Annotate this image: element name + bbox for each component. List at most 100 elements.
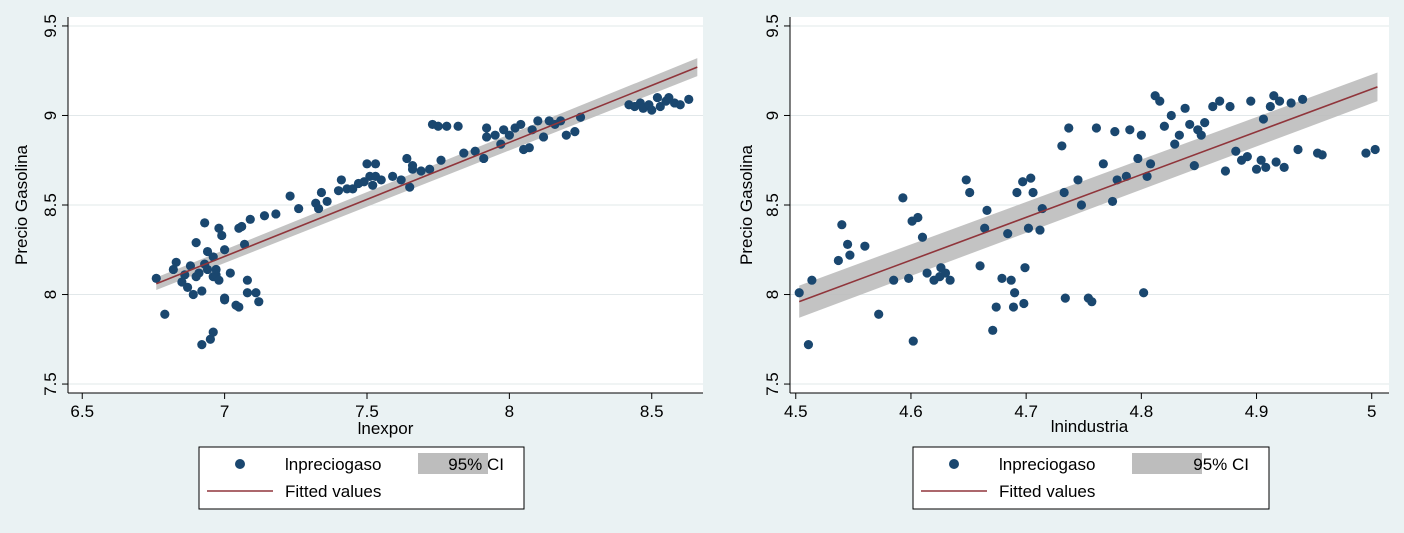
data-point [533,116,543,126]
data-point [208,327,218,337]
data-point [524,143,534,153]
x-tick-label: 4.8 [1130,402,1154,421]
data-point [1006,275,1016,285]
data-point [322,196,332,207]
data-point [1265,101,1275,112]
data-point [1019,298,1029,309]
data-point [202,264,213,275]
data-point [991,302,1001,312]
data-point [220,295,230,305]
chart-panel-2: 7.5 8 8.5 9 9.5 4.5 4.6 4.7 4.8 4.9 5 lnindustria Pr… [737,14,1389,510]
y-tick-label: 9 [41,111,60,120]
data-point [904,273,914,284]
x-tick-label: 4.6 [899,402,923,421]
x-tick-label: 6.5 [70,402,94,421]
y-tick-label: 9.5 [41,14,60,38]
data-point [1170,139,1180,149]
data-point [285,191,295,201]
data-point [842,239,853,249]
data-point [214,223,224,233]
legend-label-fit: Fitted values [999,482,1095,501]
data-point [1196,130,1206,140]
legend-label-points: lnpreciogaso [999,455,1095,474]
data-point [336,175,346,185]
data-point [1145,159,1156,169]
data-point [1166,110,1176,121]
data-point [1361,148,1371,158]
data-point [259,211,270,221]
data-point [570,126,580,137]
data-point [913,212,923,223]
y-tick-label: 7.5 [763,372,782,396]
data-point [211,264,221,275]
data-point [965,187,975,198]
data-point [860,241,870,251]
data-point [416,166,426,176]
data-point [1060,293,1070,303]
data-point [504,130,514,140]
data-point [220,245,230,255]
data-point [845,250,855,260]
y-tick-label: 8 [41,290,60,299]
y-axis-title: Precio Gasolina [737,144,756,265]
data-point [1242,152,1252,162]
data-point [1018,177,1028,187]
data-point [889,275,899,285]
data-point [516,119,526,130]
data-point [425,164,435,174]
legend-ci-swatch [418,453,488,474]
y-axis-title: Precio Gasolina [12,144,31,265]
data-point [433,121,443,131]
y-tick-label: 8 [763,290,782,299]
legend-ci-swatch [1132,453,1202,474]
data-point [151,273,161,284]
data-point [1136,130,1146,140]
y-tick-label: 7.5 [41,372,60,396]
x-axis-title: lnindustria [1051,417,1129,436]
data-point [333,186,344,196]
x-tick-label: 4.9 [1245,402,1269,421]
data-point [407,164,418,174]
data-point [453,121,463,131]
data-point [1125,125,1135,135]
legend-label-ci: 95% CI [448,455,504,474]
data-point [316,187,327,198]
legend-point-marker [949,459,959,469]
data-point [459,148,469,158]
data-point [254,297,264,307]
legend-label-ci: 95% CI [1193,455,1249,474]
data-point [1155,96,1165,106]
y-tick-label: 8.5 [763,193,782,217]
data-point [362,159,372,169]
data-point [1087,297,1097,307]
legend-point-marker [235,459,245,469]
data-point [1159,121,1169,131]
data-point [803,340,814,350]
data-point [294,203,304,214]
data-point [1246,96,1256,106]
data-point [988,325,998,335]
data-point [538,132,549,142]
data-point [975,261,985,271]
data-point [405,182,415,192]
data-point [479,153,489,164]
data-point [245,214,255,224]
data-point [368,180,378,190]
fitted-line [798,86,1378,303]
data-point [436,155,446,165]
data-point [1059,187,1069,198]
data-point [1020,263,1030,273]
data-point [945,275,955,285]
data-point [1139,288,1149,298]
y-tick-label: 9 [763,111,782,120]
data-point [251,288,261,298]
data-point [1110,126,1120,137]
data-point [171,257,181,267]
data-point [1076,200,1087,210]
data-point [561,130,571,140]
y-tick-label: 8.5 [41,193,60,217]
data-point [402,153,412,164]
x-tick-label: 4.7 [1014,402,1038,421]
legend: lnpreciogaso 95% CI Fitted values [198,446,525,510]
